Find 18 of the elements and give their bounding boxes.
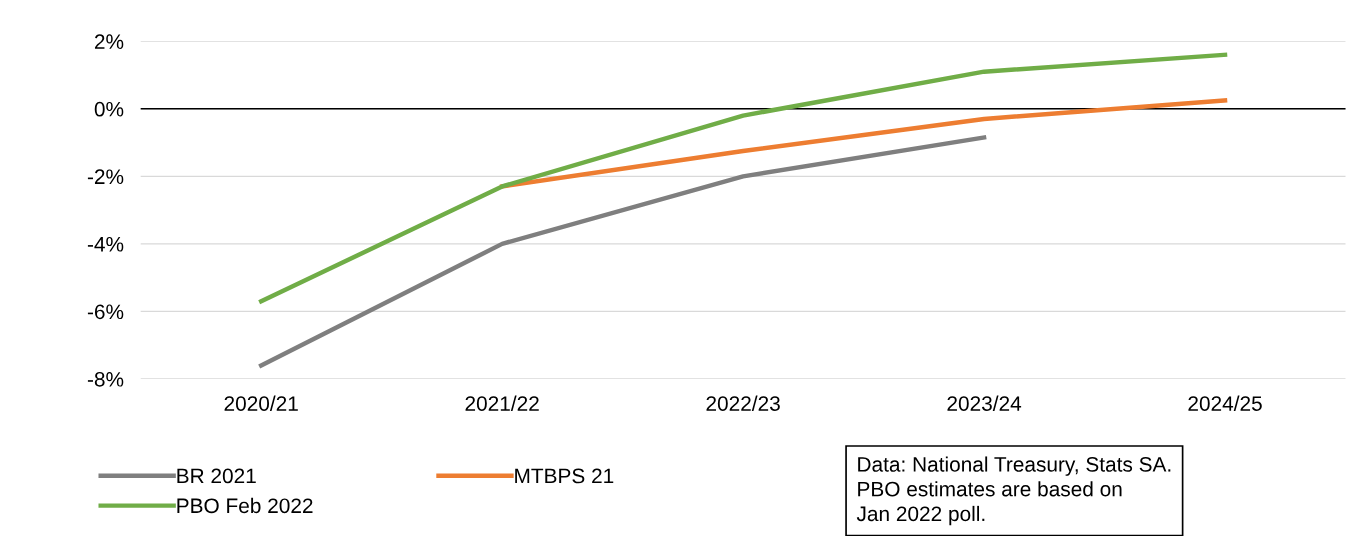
line-series <box>258 52 1228 304</box>
text: Data: National Treasury, Stats SA. PBO estimates are based on Jan 2022 poll. <box>856 456 1171 526</box>
x-tick-label: 2022/23 <box>706 395 780 411</box>
legend-label: MTBPS 21 <box>515 468 614 484</box>
y-tick-label: -8% <box>87 371 124 387</box>
y-tick-label: 0% <box>94 101 124 117</box>
x-tick-label: 2021/22 <box>465 395 539 411</box>
x-tick-label: 2020/21 <box>224 395 298 411</box>
y-tick-label: -4% <box>87 236 124 252</box>
line-series <box>499 98 1228 189</box>
x-tick-label: 2023/24 <box>947 395 1022 411</box>
y-tick-label: -2% <box>87 169 124 185</box>
y-tick-label: 2% <box>94 34 124 49</box>
y-tick-label: -6% <box>87 304 124 320</box>
line-series <box>258 135 987 368</box>
legend-label: BR 2021 <box>177 468 256 484</box>
x-tick-label: 2024/25 <box>1188 395 1262 411</box>
legend-label: PBO Feb 2022 <box>177 497 313 514</box>
